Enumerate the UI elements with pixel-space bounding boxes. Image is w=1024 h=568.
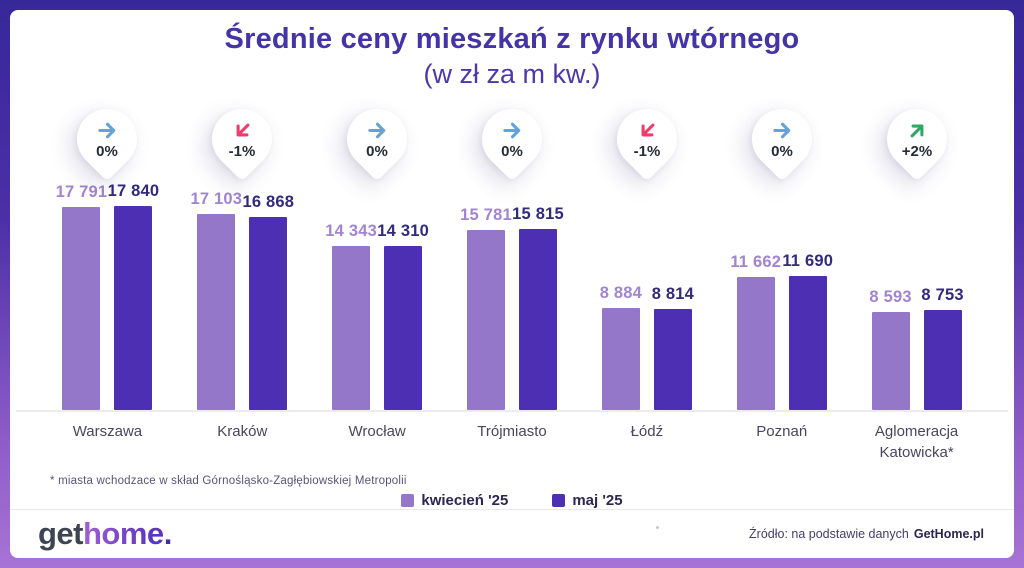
bar-maj — [519, 228, 557, 410]
badge-wroclaw: 0% — [310, 96, 445, 182]
legend-label: maj '25 — [572, 492, 623, 510]
logo-text-home: home — [83, 516, 164, 552]
value-label: 14 343 — [325, 221, 377, 240]
bar-group-lodz: 8 884 8 814 — [579, 284, 714, 410]
bar-maj — [249, 216, 288, 410]
chart-card: Średnie ceny mieszkań z rynku wtórnego (… — [10, 10, 1014, 558]
bar-maj — [788, 275, 827, 410]
city-label: Trójmiasto — [477, 422, 547, 440]
source-brand: GetHome.pl — [913, 527, 984, 542]
badge-warszawa: 0% — [40, 96, 175, 182]
page-title: Średnie ceny mieszkań z rynku wtórnego — [224, 23, 800, 55]
value-label: 17 103 — [190, 189, 243, 208]
legend-label: kwiecień '25 — [421, 492, 509, 510]
bar-group-katowice: 8 593 8 753 — [849, 286, 984, 410]
trend-right-icon — [367, 121, 385, 138]
badge-krakow: -1% — [175, 96, 310, 182]
value-label: 8 884 — [599, 283, 642, 302]
bar-maj — [653, 308, 692, 410]
value-label: 8 814 — [651, 284, 694, 303]
bar-kwiecien — [197, 213, 236, 410]
value-label: 17 840 — [107, 181, 160, 200]
legend-swatch-maj — [552, 494, 566, 508]
badge-poznan: 0% — [714, 96, 849, 182]
logo-text-get: get — [38, 516, 84, 552]
badge-value: 0% — [770, 142, 793, 160]
bar-group-poznan: 11 662 11 690 — [714, 252, 849, 410]
logo-dot: . — [163, 516, 173, 552]
trend-right-icon — [98, 121, 116, 138]
value-label: 14 310 — [377, 221, 429, 240]
bar-group-warszawa: 17 791 17 840 — [40, 182, 175, 410]
gethome-logo: get home. — [38, 516, 172, 552]
bar-kwiecien — [736, 276, 775, 410]
city-label: Aglomeracja Katowicka* — [874, 422, 959, 462]
bar-kwiecien — [871, 311, 910, 410]
footnote: * miasta wchodzace w skład Górnośląsko-Z… — [50, 475, 407, 488]
badge-value: 0% — [366, 142, 388, 160]
bar-kwiecien — [601, 307, 640, 410]
value-label: 8 753 — [921, 285, 964, 304]
header: Średnie ceny mieszkań z rynku wtórnego (… — [10, 10, 1014, 91]
source-note: Źródło: na podstawie danych GetHome.pl — [749, 527, 984, 541]
bar-maj — [114, 205, 153, 410]
trend-down-icon — [236, 122, 250, 136]
value-label: 8 593 — [869, 287, 912, 306]
badge-value: 0% — [501, 142, 523, 160]
bar-group-wroclaw: 14 343 14 310 — [310, 222, 445, 410]
badge-row: 0% -1% 0% 0% — [10, 96, 1014, 182]
footnote-row: * miasta wchodzace w skład Górnośląsko-Z… — [10, 471, 1014, 489]
value-label: 16 868 — [242, 192, 295, 211]
value-label: 11 662 — [730, 252, 782, 271]
legend-item-kwiecien: kwiecień '25 — [401, 492, 508, 509]
page-subtitle: (w zł za m kw.) — [423, 59, 601, 90]
badge-trojmiasto: 0% — [445, 96, 580, 182]
trend-right-icon — [772, 121, 790, 138]
city-label: Kraków — [217, 422, 268, 440]
footer: get home. Źródło: na podstawie danych Get… — [10, 509, 1014, 558]
bar-group-trojmiasto: 15 781 15 815 — [445, 205, 580, 410]
bar-kwiecien — [62, 206, 101, 410]
small-dot — [655, 526, 659, 530]
badge-katowice: +2% — [849, 96, 984, 182]
legend-swatch-kwiecien — [401, 494, 415, 508]
legend-item-maj: maj '25 — [552, 492, 623, 510]
bar-maj — [384, 245, 423, 410]
bar-group-krakow: 17 103 16 868 — [175, 190, 310, 410]
bar-chart: 17 791 17 840 17 103 16 868 14 343 14 31… — [16, 182, 1008, 412]
trend-down-icon — [640, 122, 654, 136]
bar-kwiecien — [467, 229, 505, 410]
x-axis-labels: Warszawa Kraków Wrocław Trójmiasto Łódź … — [10, 421, 1014, 465]
source-prefix: Źródło: na podstawie danych — [749, 527, 909, 542]
city-label: Wrocław — [348, 422, 406, 440]
value-label: 15 781 — [460, 205, 512, 224]
legend: kwiecień '25 maj '25 — [10, 492, 1014, 509]
value-label: 11 690 — [782, 251, 834, 270]
city-label: Poznań — [756, 422, 808, 440]
bar-kwiecien — [332, 245, 371, 410]
city-label: Łódź — [630, 422, 664, 440]
badge-value: 0% — [96, 142, 119, 160]
trend-up-icon — [909, 123, 923, 137]
city-label: Warszawa — [72, 422, 143, 440]
badge-lodz: -1% — [579, 96, 714, 182]
value-label: 15 815 — [512, 204, 564, 223]
value-label: 17 791 — [55, 182, 108, 201]
trend-right-icon — [502, 121, 520, 138]
bar-maj — [923, 309, 962, 410]
